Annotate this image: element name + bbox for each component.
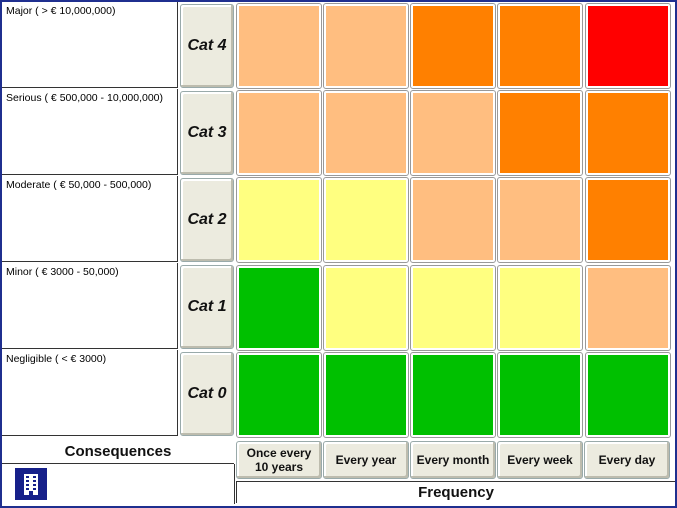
matrix-cell-r3-c3[interactable] [497, 265, 583, 351]
frequency-every-week[interactable]: Every week [497, 441, 583, 479]
category-cat-2[interactable]: Cat 2 [180, 178, 234, 262]
frequency-label-line2: 10 years [254, 460, 304, 474]
frequency-axis-title: Frequency [236, 481, 675, 503]
matrix-cell-r4-c4[interactable] [585, 352, 671, 438]
matrix-cell-r1-c1[interactable] [323, 90, 409, 176]
divider [234, 464, 235, 504]
matrix-cell-r3-c2[interactable] [410, 265, 496, 351]
matrix-cell-r2-c3[interactable] [497, 177, 583, 263]
frequency-every-year[interactable]: Every year [323, 441, 409, 479]
row-label-minor: Minor ( € 3000 - 50,000) [2, 263, 178, 349]
frequency-once-every-10-years[interactable]: Once every 10 years [236, 441, 322, 479]
frequency-label: Every day [598, 453, 656, 467]
matrix-cell-r2-c4[interactable] [585, 177, 671, 263]
row-label-serious: Serious ( € 500,000 - 10,000,000) [2, 89, 178, 175]
matrix-cell-r2-c0[interactable] [236, 177, 322, 263]
matrix-cell-r1-c2[interactable] [410, 90, 496, 176]
consequences-axis-title: Consequences [2, 440, 234, 464]
row-label-moderate: Moderate ( € 50,000 - 500,000) [2, 176, 178, 262]
matrix-cell-r0-c1[interactable] [323, 3, 409, 89]
matrix-cell-r1-c3[interactable] [497, 90, 583, 176]
category-cat-4[interactable]: Cat 4 [180, 4, 234, 88]
frequency-label: Every month [416, 453, 490, 467]
matrix-cell-r3-c0[interactable] [236, 265, 322, 351]
category-cat-1[interactable]: Cat 1 [180, 265, 234, 349]
frequency-every-month[interactable]: Every month [410, 441, 496, 479]
matrix-cell-r1-c0[interactable] [236, 90, 322, 176]
frequency-label: Every year [335, 453, 397, 467]
matrix-cell-r0-c0[interactable] [236, 3, 322, 89]
matrix-cell-r2-c2[interactable] [410, 177, 496, 263]
row-label-negligible: Negligible ( < € 3000) [2, 350, 178, 436]
matrix-cell-r0-c4[interactable] [585, 3, 671, 89]
matrix-cell-r4-c2[interactable] [410, 352, 496, 438]
matrix-cell-r3-c4[interactable] [585, 265, 671, 351]
frequency-every-day[interactable]: Every day [584, 441, 670, 479]
building-icon-glyph [24, 474, 38, 495]
frequency-label-line1: Once every [246, 446, 312, 460]
matrix-cell-r1-c4[interactable] [585, 90, 671, 176]
building-icon[interactable] [15, 468, 47, 500]
matrix-cell-r4-c3[interactable] [497, 352, 583, 438]
matrix-cell-r2-c1[interactable] [323, 177, 409, 263]
row-label-major: Major ( > € 10,000,000) [2, 2, 178, 88]
matrix-cell-r0-c2[interactable] [410, 3, 496, 89]
frequency-label: Every week [507, 453, 573, 467]
category-cat-0[interactable]: Cat 0 [180, 352, 234, 436]
category-cat-3[interactable]: Cat 3 [180, 91, 234, 175]
matrix-cell-r0-c3[interactable] [497, 3, 583, 89]
matrix-cell-r3-c1[interactable] [323, 265, 409, 351]
matrix-cell-r4-c1[interactable] [323, 352, 409, 438]
matrix-cell-r4-c0[interactable] [236, 352, 322, 438]
